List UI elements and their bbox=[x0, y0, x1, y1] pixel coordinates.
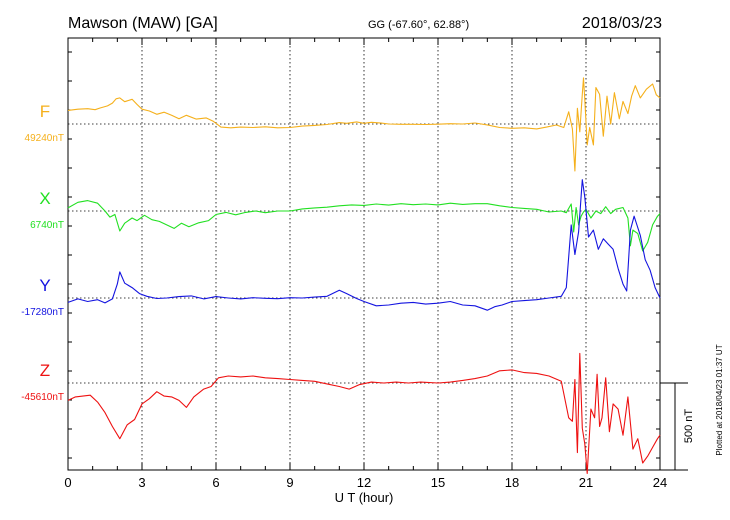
x-tick-label: 9 bbox=[286, 475, 293, 490]
baseline-label-y: -17280nT bbox=[21, 307, 64, 318]
series-lines bbox=[67, 77, 661, 475]
grid-lines bbox=[68, 38, 660, 470]
series-name-z: Z bbox=[40, 361, 50, 380]
plotted-timestamp: Plotted at 2018/04/23 01:37 UT bbox=[715, 344, 724, 455]
x-tick-label: 24 bbox=[653, 475, 667, 490]
x-axis-label: U T (hour) bbox=[335, 490, 394, 505]
station-title: Mawson (MAW) [GA] bbox=[68, 15, 218, 32]
x-tick-label: 12 bbox=[357, 475, 371, 490]
series-line-f bbox=[67, 77, 661, 172]
series-line-y bbox=[67, 179, 661, 311]
scale-bar-label: 500 nT bbox=[683, 409, 695, 444]
series-name-f: F bbox=[40, 102, 50, 121]
chart-date: 2018/03/23 bbox=[582, 15, 662, 32]
x-tick-label: 21 bbox=[579, 475, 593, 490]
x-tick-label: 6 bbox=[212, 475, 219, 490]
scale-bar: 500 nT bbox=[660, 382, 695, 471]
series-line-x bbox=[67, 200, 661, 252]
x-tick-label: 18 bbox=[505, 475, 519, 490]
series-name-y: Y bbox=[39, 276, 50, 295]
x-tick-label: 0 bbox=[64, 475, 71, 490]
axis-ticks bbox=[67, 38, 661, 470]
series-line-z bbox=[67, 352, 661, 475]
baseline-label-x: 6740nT bbox=[30, 220, 64, 231]
x-tick-labels: 0 3 6 9 12 15 18 21 24 bbox=[64, 475, 667, 490]
x-tick-label: 15 bbox=[431, 475, 445, 490]
baseline-label-f: 49240nT bbox=[25, 133, 64, 144]
series-labels: F 49240nT X 6740nT Y -17280nT Z -45610nT bbox=[21, 102, 64, 403]
baseline-label-z: -45610nT bbox=[21, 392, 64, 403]
series-name-x: X bbox=[39, 189, 50, 208]
x-tick-label: 3 bbox=[138, 475, 145, 490]
geographic-coordinates: GG (-67.60°, 62.88°) bbox=[368, 19, 469, 31]
